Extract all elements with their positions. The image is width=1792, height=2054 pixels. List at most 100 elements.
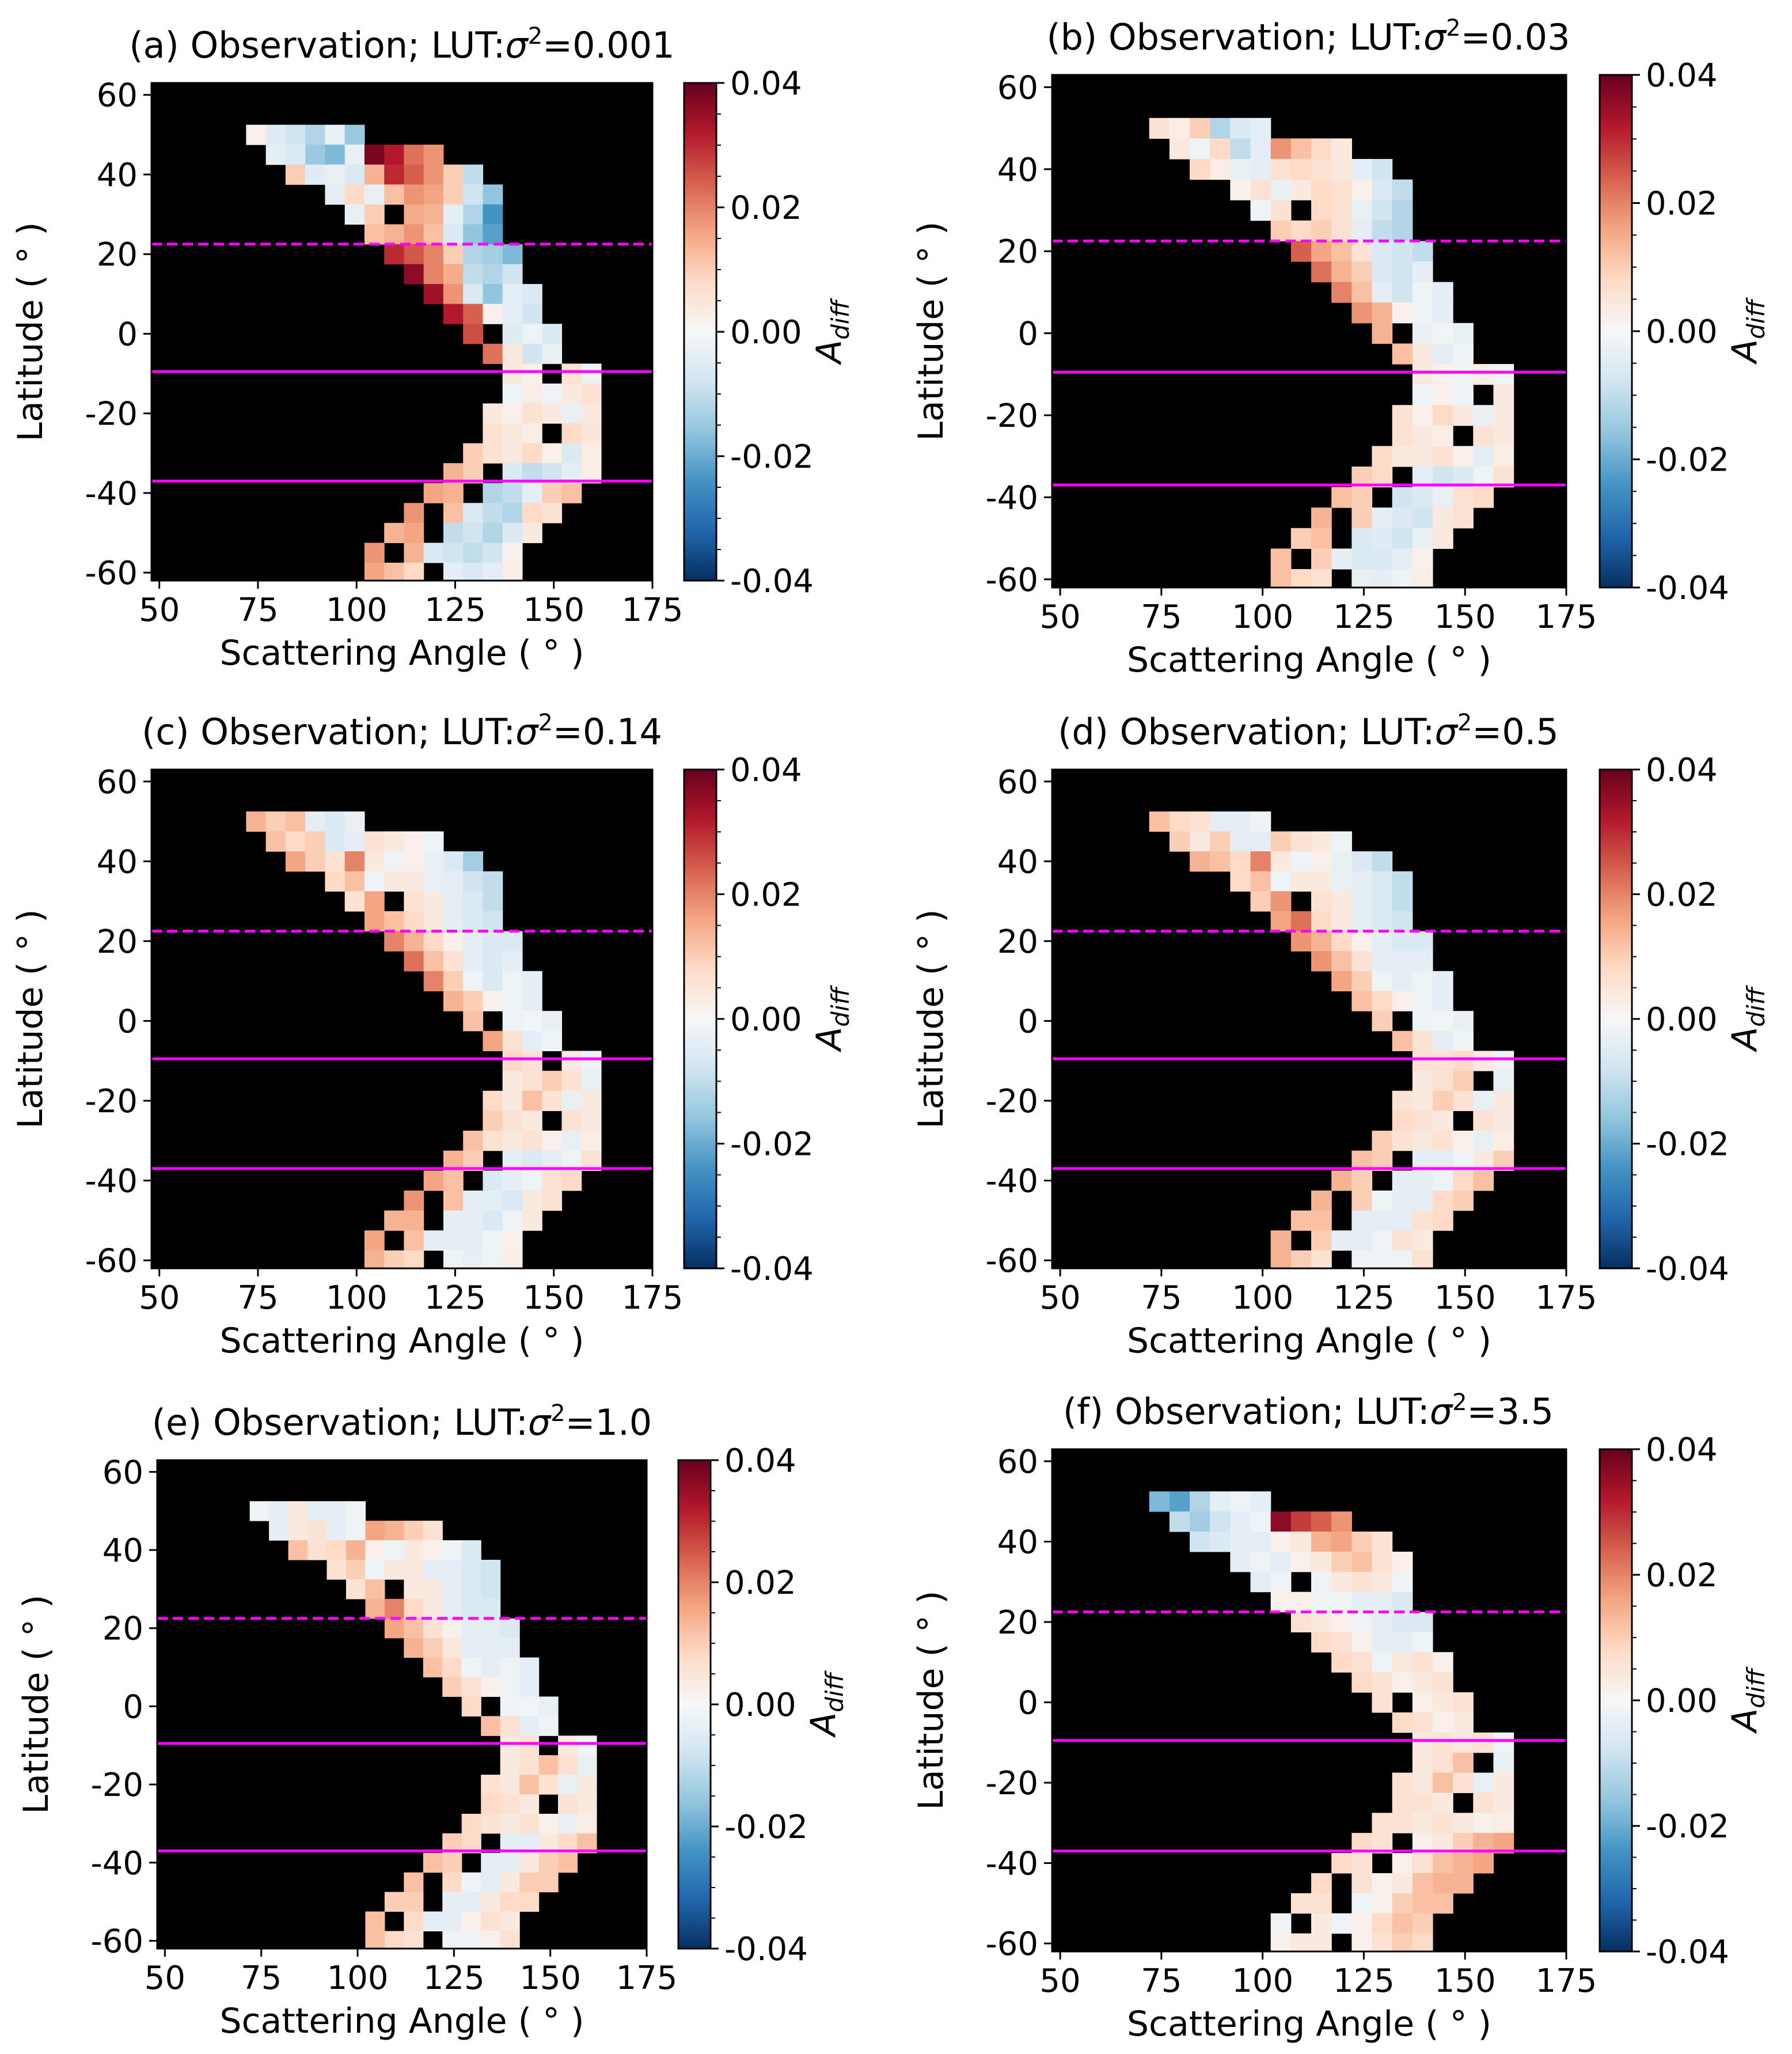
- heatmap-cell: [542, 443, 563, 464]
- heatmap-cell: [364, 1230, 385, 1251]
- heatmap-cell: [1351, 1632, 1373, 1653]
- heatmap-cell: [522, 304, 542, 324]
- sigma-symbol: σ: [515, 711, 539, 753]
- x-tick-label: 175: [1536, 598, 1597, 636]
- heatmap-cell: [1372, 1672, 1393, 1693]
- heatmap-cell: [364, 911, 385, 932]
- heatmap-cell: [1351, 1652, 1373, 1673]
- heatmap-cell: [1351, 282, 1373, 303]
- x-axis-label: Scattering Angle ( ° ): [1127, 2004, 1491, 2044]
- heatmap-cell: [481, 1618, 501, 1639]
- heatmap-cell: [561, 1051, 582, 1071]
- x-tick-label: 125: [424, 592, 486, 629]
- heatmap-cell: [463, 871, 484, 892]
- heatmap-cell: [1392, 261, 1413, 283]
- y-axis-label: Latitude ( ° ): [911, 1591, 951, 1810]
- heatmap-cell: [1453, 1752, 1474, 1773]
- heatmap-cell: [1210, 1491, 1231, 1512]
- heatmap-cell: [1250, 158, 1271, 180]
- heatmap-cell: [443, 1230, 464, 1251]
- heatmap-cell: [1392, 1030, 1413, 1052]
- colorbar-tick-label: 0.00: [724, 1687, 796, 1724]
- heatmap-cell: [1270, 1230, 1292, 1251]
- heatmap-cell: [1290, 871, 1312, 892]
- heatmap-cell: [344, 124, 365, 145]
- axes-frame: [1051, 768, 1567, 1269]
- heatmap-cell: [483, 1210, 503, 1231]
- heatmap-cell: [285, 851, 306, 872]
- heatmap-cell: [1412, 991, 1433, 1011]
- heatmap-cell: [542, 1190, 563, 1211]
- heatmap-cell: [1392, 425, 1413, 446]
- heatmap-cell: [443, 971, 464, 992]
- heatmap-cell: [542, 503, 563, 524]
- heatmap-cell: [502, 1051, 523, 1071]
- colorbar-tick-label: -0.02: [730, 1126, 814, 1164]
- heatmap-cell: [522, 1111, 542, 1131]
- heatmap-cell: [423, 483, 444, 503]
- heatmap-cell: [384, 931, 405, 952]
- heatmap-cell: [502, 1210, 523, 1231]
- heatmap-cell: [500, 1657, 520, 1678]
- heatmap-cell: [404, 891, 424, 912]
- x-tick-label: 75: [1141, 1279, 1182, 1317]
- heatmap-cell: [1331, 891, 1352, 912]
- heatmap-cell: [285, 831, 306, 852]
- heatmap-cell: [1210, 1511, 1231, 1532]
- heatmap-cell: [1351, 951, 1373, 972]
- heatmap-cell: [1473, 1792, 1494, 1813]
- heatmap-cell: [1351, 158, 1373, 180]
- heatmap-cell: [1331, 1551, 1352, 1572]
- heatmap-cell: [384, 1598, 404, 1619]
- heatmap-cell: [461, 1618, 481, 1639]
- y-tick-label: 0: [1018, 316, 1038, 353]
- colorbar-tick-label: 0.04: [730, 65, 802, 103]
- heatmap-cell: [443, 871, 464, 892]
- y-tick-label: 40: [97, 157, 138, 194]
- heatmap-cell: [500, 1755, 520, 1775]
- heatmap-cell: [404, 1892, 424, 1912]
- heatmap-cell: [461, 1579, 481, 1600]
- heatmap-cell: [423, 851, 444, 872]
- heatmap-cell: [1311, 1511, 1332, 1532]
- heatmap-cell: [1351, 241, 1373, 262]
- heatmap-cell: [1351, 1933, 1373, 1951]
- heatmap-cell: [384, 1618, 404, 1639]
- heatmap-cell: [463, 562, 484, 581]
- heatmap-cell: [1453, 1712, 1474, 1733]
- heatmap-cell: [581, 363, 602, 384]
- heatmap-cell: [1432, 1051, 1453, 1071]
- heatmap-cell: [1311, 138, 1332, 160]
- heatmap-cell: [325, 871, 346, 892]
- heatmap-cell: [423, 1911, 443, 1932]
- y-tick-label: 0: [1018, 1684, 1038, 1722]
- heatmap-cell: [1432, 1190, 1453, 1211]
- heatmap-cell: [483, 483, 503, 503]
- heatmap-cell: [1412, 1230, 1433, 1251]
- heatmap-cell: [481, 1813, 501, 1834]
- heatmap-cell: [1432, 405, 1453, 426]
- heatmap-cell: [1290, 851, 1312, 872]
- sigma-exponent: 2: [1457, 710, 1472, 736]
- heatmap-cell: [404, 1579, 424, 1600]
- heatmap-cell: [1412, 302, 1433, 324]
- heatmap-cell: [443, 1190, 464, 1211]
- heatmap-cell: [1412, 241, 1433, 262]
- heatmap-cell: [1392, 528, 1413, 549]
- heatmap-cell: [1432, 1692, 1453, 1713]
- heatmap-cell: [461, 1657, 481, 1678]
- heatmap-cell: [1412, 261, 1433, 283]
- heatmap-cell: [443, 483, 464, 503]
- heatmap-cell: [500, 1931, 520, 1949]
- heatmap-cell: [1412, 971, 1433, 992]
- heatmap-cell: [1372, 302, 1393, 324]
- heatmap-cell: [542, 1071, 563, 1092]
- heatmap-cell: [384, 851, 405, 872]
- heatmap-cell: [1372, 158, 1393, 180]
- heatmap-cell: [423, 184, 444, 205]
- x-tick-label: 150: [523, 1279, 584, 1317]
- heatmap-cell: [502, 443, 523, 464]
- axes-frame: [156, 1459, 648, 1950]
- heatmap-cell: [1392, 951, 1413, 972]
- y-tick-label: 60: [97, 764, 138, 801]
